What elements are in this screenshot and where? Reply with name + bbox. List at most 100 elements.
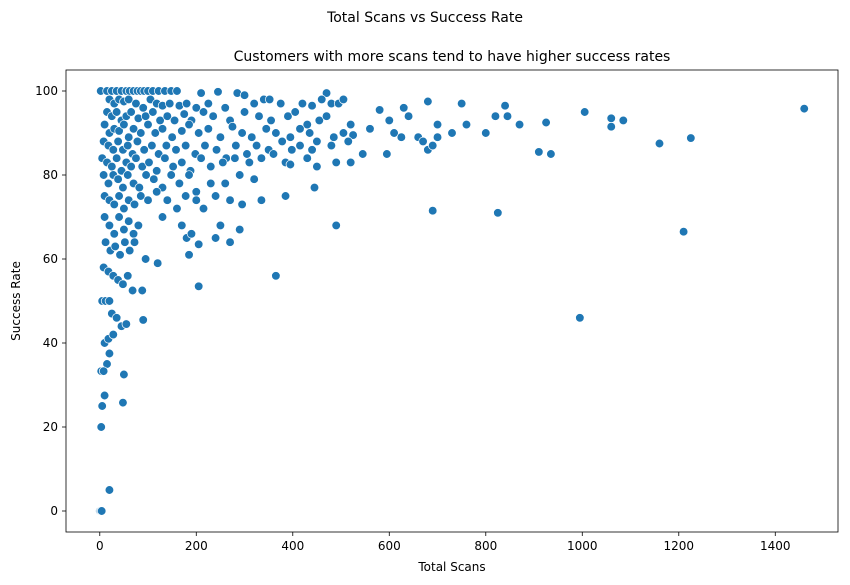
data-point: [618, 115, 628, 126]
data-point: [109, 229, 119, 239]
data-point: [126, 161, 136, 172]
data-point: [107, 161, 117, 172]
data-point: [546, 149, 556, 159]
chart-title: Customers with more scans tend to have h…: [234, 49, 671, 65]
data-point: [171, 145, 181, 155]
y-tick-label: 20: [43, 420, 58, 434]
data-point: [143, 119, 153, 130]
data-point: [500, 101, 510, 111]
data-point: [654, 138, 665, 149]
data-point: [302, 153, 312, 163]
data-point: [157, 124, 168, 134]
data-point: [514, 119, 525, 130]
y-tick-label: 80: [43, 168, 58, 182]
data-point: [141, 170, 151, 180]
x-tick-label: 600: [378, 539, 401, 553]
data-point: [374, 105, 385, 115]
data-point: [418, 136, 428, 147]
data-point: [343, 136, 353, 147]
data-point: [210, 191, 221, 201]
data-point: [307, 145, 317, 155]
data-point: [196, 88, 206, 98]
data-point: [128, 124, 139, 134]
data-point: [256, 153, 267, 163]
x-tick-label: 0: [96, 539, 104, 553]
data-point: [134, 182, 144, 193]
chart-suptitle: Total Scans vs Success Rate: [326, 10, 523, 26]
data-point: [125, 245, 135, 256]
data-point: [118, 182, 128, 193]
data-point: [208, 111, 218, 121]
data-point: [225, 195, 235, 205]
data-point: [138, 315, 148, 325]
data-point: [502, 111, 513, 121]
data-point: [119, 119, 129, 130]
data-point: [119, 224, 129, 235]
data-point: [124, 132, 134, 142]
data-point: [112, 313, 122, 323]
data-point: [235, 170, 245, 180]
data-point: [179, 109, 189, 119]
data-point: [309, 182, 320, 193]
data-point: [314, 115, 324, 126]
data-point: [181, 140, 191, 151]
data-point: [285, 159, 296, 170]
data-point: [150, 128, 160, 138]
data-point: [167, 132, 177, 142]
data-point: [184, 119, 194, 130]
x-tick-label: 1200: [664, 539, 695, 553]
data-point: [580, 107, 590, 117]
data-point: [206, 178, 216, 189]
data-point: [112, 153, 122, 163]
data-point: [168, 161, 178, 172]
data-point: [249, 174, 259, 184]
data-point: [606, 122, 616, 132]
data-point: [277, 136, 287, 147]
data-point: [220, 178, 230, 189]
data-point: [432, 132, 443, 142]
data-point: [331, 157, 341, 168]
data-point: [140, 254, 151, 264]
data-point: [123, 140, 133, 151]
data-point: [128, 229, 139, 239]
data-point: [191, 195, 201, 205]
data-point: [329, 132, 339, 142]
data-point: [194, 128, 204, 138]
data-point: [97, 401, 107, 411]
data-point: [541, 117, 551, 128]
data-point: [384, 115, 394, 126]
data-point: [242, 149, 252, 159]
data-point: [123, 170, 133, 180]
data-point: [100, 237, 111, 247]
data-point: [99, 119, 110, 130]
data-point: [428, 140, 438, 151]
data-point: [423, 96, 433, 107]
data-point: [235, 224, 245, 235]
data-point: [104, 296, 115, 306]
data-point: [177, 126, 187, 136]
data-point: [174, 178, 185, 189]
y-axis-label: Success Rate: [9, 261, 23, 341]
data-point: [196, 153, 206, 163]
data-point: [132, 136, 143, 147]
data-point: [389, 128, 399, 138]
x-tick-label: 200: [185, 539, 208, 553]
data-point: [108, 145, 118, 155]
data-point: [110, 241, 120, 252]
data-point: [104, 220, 115, 231]
data-point: [295, 124, 305, 134]
data-point: [162, 195, 172, 205]
data-point: [338, 128, 349, 138]
data-point: [177, 157, 187, 168]
data-point: [317, 94, 327, 105]
data-point: [256, 195, 267, 205]
data-point: [200, 140, 210, 151]
data-point: [169, 115, 180, 126]
data-point: [237, 128, 247, 138]
y-tick-label: 40: [43, 336, 58, 350]
data-point: [227, 122, 238, 132]
data-point: [686, 133, 696, 143]
data-point: [131, 153, 141, 163]
x-tick-label: 1000: [567, 539, 598, 553]
